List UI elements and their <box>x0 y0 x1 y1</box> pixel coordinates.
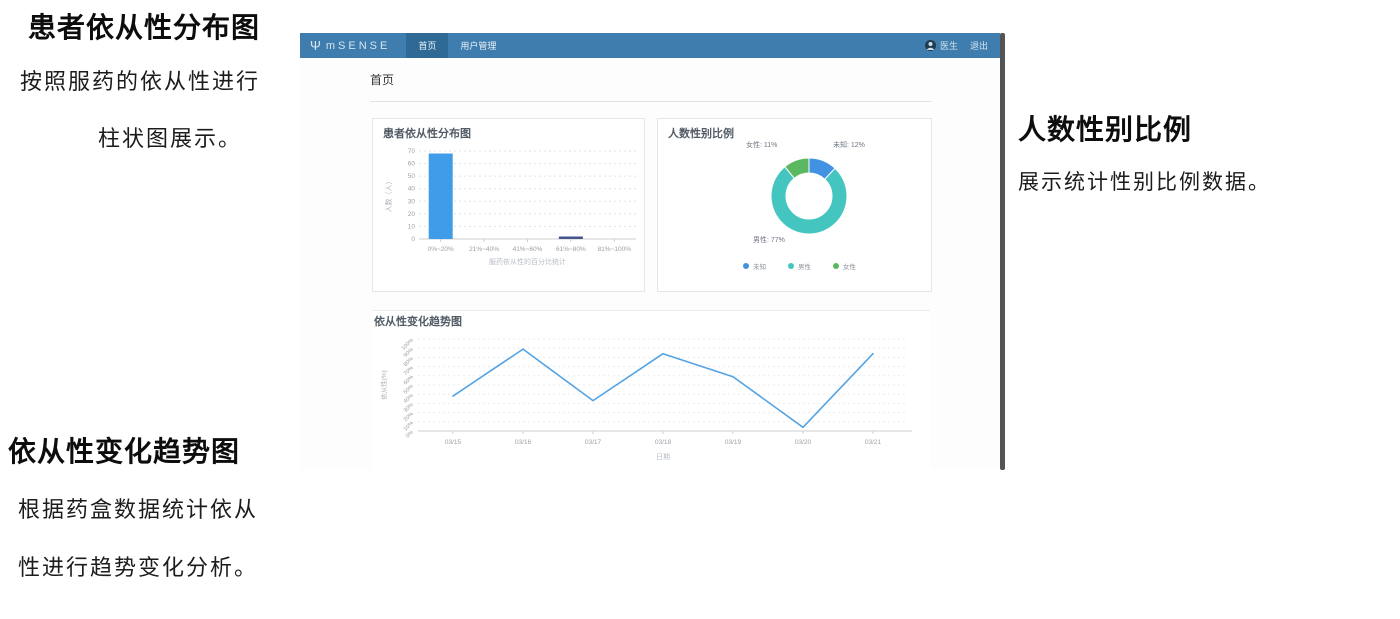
svg-text:03/18: 03/18 <box>655 439 672 446</box>
card-gender-ratio: 人数性别比例 女性: 11% 未知: 12% 男性: 77% 未知 男性 女性 <box>657 118 932 292</box>
svg-text:40: 40 <box>408 186 416 193</box>
svg-text:未知: 12%: 未知: 12% <box>833 140 865 149</box>
svg-text:61%~80%: 61%~80% <box>556 246 586 253</box>
app-logo-text: mSENSE <box>325 39 391 52</box>
svg-text:日期: 日期 <box>656 453 670 461</box>
svg-text:60: 60 <box>408 161 416 168</box>
nav-tab-0[interactable]: 首页 <box>406 33 449 58</box>
main-nav: 首页 用户管理 <box>406 33 508 58</box>
svg-text:服药依从性的百分比统计: 服药依从性的百分比统计 <box>489 257 566 266</box>
svg-text:03/19: 03/19 <box>725 439 742 446</box>
bar-chart-title: 患者依从性分布图 <box>383 128 471 140</box>
msense-logo-icon: Ψ <box>310 38 321 53</box>
svg-text:男性: 77%: 男性: 77% <box>753 235 785 244</box>
svg-text:男性: 男性 <box>798 262 812 271</box>
trend-line-chart: 0% 10% 20% 30% 40% 50% 60% 70% 80% 90% 100% 依从性(%) 0… <box>372 311 930 469</box>
annotation-left-top-line2: 柱状图展示。 <box>98 126 243 151</box>
annotation-left-bottom-line1: 根据药盒数据统计依从 <box>18 497 259 522</box>
svg-text:70: 70 <box>408 148 416 155</box>
gender-donut-chart: 女性: 11% 未知: 12% 男性: 77% 未知 男性 女性 <box>658 119 931 291</box>
svg-text:03/21: 03/21 <box>865 439 882 446</box>
svg-text:依从性(%): 依从性(%) <box>379 370 388 400</box>
svg-text:未知: 未知 <box>753 262 766 271</box>
svg-text:03/16: 03/16 <box>515 439 532 446</box>
user-label: 医生 <box>939 41 958 51</box>
svg-text:0%~20%: 0%~20% <box>428 246 454 253</box>
annotation-left-bottom-title: 依从性变化趋势图 <box>8 436 241 467</box>
line-chart-title: 依从性变化趋势图 <box>374 316 462 328</box>
annotation-left-bottom-line2: 性进行趋势变化分析。 <box>18 555 259 580</box>
svg-text:0: 0 <box>411 236 415 243</box>
annotation-right-line1: 展示统计性别比例数据。 <box>1018 171 1271 194</box>
card-compliance-trend: 依从性变化趋势图 0% 10% 20% 30% 40% 50% 60% 70% 80% 90% 10… <box>372 310 930 469</box>
svg-text:女性: 女性 <box>843 262 857 271</box>
svg-text:21%~40%: 21%~40% <box>469 246 499 253</box>
svg-text:人数（人）: 人数（人） <box>384 178 393 213</box>
svg-text:03/20: 03/20 <box>795 439 812 446</box>
window-scrollbar[interactable] <box>1000 33 1005 470</box>
top-navbar: Ψ mSENSE 首页 用户管理 医生 退出 <box>300 33 1000 58</box>
svg-text:50: 50 <box>408 173 416 180</box>
user-avatar-icon <box>924 40 936 51</box>
annotation-left-top-title: 患者依从性分布图 <box>28 12 261 43</box>
svg-text:30: 30 <box>408 198 416 205</box>
logout-link[interactable]: 退出 <box>969 41 988 51</box>
pie-chart-title: 人数性别比例 <box>668 128 734 140</box>
nav-tab-1[interactable]: 用户管理 <box>460 41 497 51</box>
svg-text:20: 20 <box>408 211 416 218</box>
bar-chart: 0 10 20 30 40 50 60 70 人数（人） 0%~20% 21%~40% 41%~60%… <box>373 119 644 291</box>
svg-text:03/17: 03/17 <box>585 439 602 446</box>
svg-text:女性: 11%: 女性: 11% <box>746 140 777 149</box>
dashboard-screenshot: Ψ mSENSE 首页 用户管理 医生 退出 首页 患者依从性分布图 0 10 20 3… <box>300 33 1005 470</box>
svg-text:41%~60%: 41%~60% <box>513 246 543 253</box>
svg-text:81%~100%: 81%~100% <box>598 246 632 253</box>
app-logo[interactable]: Ψ mSENSE <box>300 33 406 58</box>
svg-text:10: 10 <box>408 223 416 230</box>
svg-text:0%: 0% <box>405 430 415 440</box>
page-title: 首页 <box>370 73 395 87</box>
annotation-right-title: 人数性别比例 <box>1018 114 1193 145</box>
navbar-right: 医生 退出 <box>924 33 1000 58</box>
user-menu[interactable]: 医生 <box>924 39 958 52</box>
annotation-left-top-line1: 按照服药的依从性进行 <box>20 69 261 94</box>
svg-text:03/15: 03/15 <box>445 439 462 446</box>
card-compliance-distribution: 患者依从性分布图 0 10 20 30 40 50 60 70 人数（人） 0%~20% 21%~4… <box>372 118 645 292</box>
heading-divider <box>370 101 932 102</box>
